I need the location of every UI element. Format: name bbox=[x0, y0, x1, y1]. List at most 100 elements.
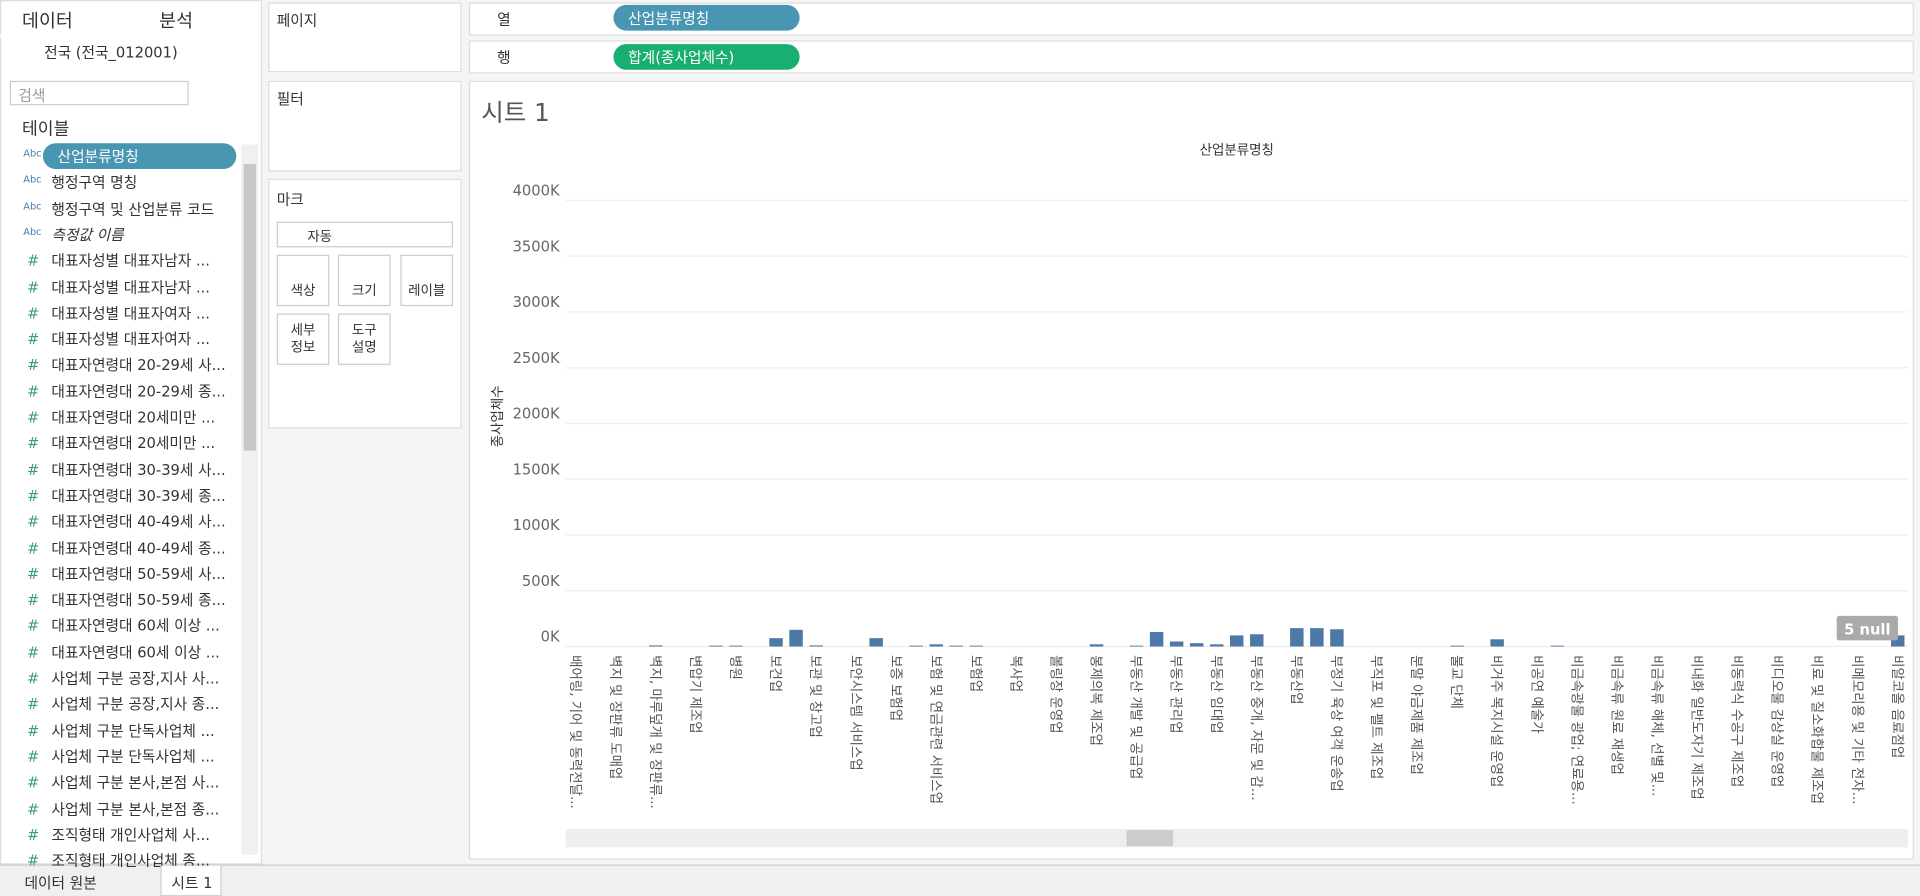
field[interactable]: 대표자성별 대표자남자 ... bbox=[51, 252, 210, 270]
x-tick-label: 비금속광물 광업; 연료용... bbox=[1568, 655, 1584, 805]
bar bbox=[1209, 644, 1224, 647]
sheet-title: 시트 1 bbox=[481, 97, 550, 128]
bar bbox=[709, 645, 723, 647]
x-tick-label: 부동산 관리업 bbox=[1168, 655, 1184, 734]
bar bbox=[1250, 634, 1264, 647]
column-header: 산업분류명칭 bbox=[1200, 142, 1274, 158]
x-tick-label: 비거주 복지시설 운영업 bbox=[1488, 655, 1504, 787]
bar bbox=[1490, 639, 1504, 647]
x-tick-label: 부동산 임대업 bbox=[1208, 655, 1224, 734]
field[interactable]: 대표자연령대 50-59세 종... bbox=[51, 591, 226, 609]
field[interactable]: 대표자연령대 30-39세 사... bbox=[51, 461, 226, 479]
field[interactable]: 조직형태 개인사업체 사... bbox=[51, 826, 210, 844]
field-icon: # bbox=[26, 826, 40, 844]
field-icon: # bbox=[26, 643, 40, 661]
field[interactable]: 사업체 구분 본사,본점 종... bbox=[51, 800, 220, 818]
x-tick-label: 보증 보험업 bbox=[887, 655, 903, 721]
sheet-tab[interactable]: 시트 1 bbox=[160, 865, 222, 896]
field[interactable]: 대표자연령대 20-29세 종... bbox=[51, 382, 226, 401]
x-tick-label: 비내화 일반도자기 제조업 bbox=[1689, 655, 1705, 800]
field[interactable]: 대표자연령대 60세 이상 ... bbox=[51, 643, 220, 661]
field-icon: # bbox=[26, 408, 40, 427]
field[interactable]: 대표자연령대 40-49세 종... bbox=[51, 539, 226, 557]
x-tick-label: 부동산업 bbox=[1288, 655, 1304, 705]
field[interactable]: 대표자연령대 60세 이상 ... bbox=[51, 617, 220, 635]
field[interactable]: 대표자연령대 20-29세 사... bbox=[51, 356, 226, 374]
bar bbox=[969, 645, 984, 647]
field-icon: # bbox=[26, 513, 40, 531]
field[interactable]: 행정구역 및 산업분류 코드 bbox=[51, 200, 215, 218]
field[interactable]: 대표자연령대 20세미만 ... bbox=[51, 435, 216, 453]
x-tick-label: 보험 및 연금관련 서비스업 bbox=[927, 655, 943, 804]
field[interactable]: 대표자성별 대표자남자 ... bbox=[51, 278, 210, 296]
field-icon: # bbox=[26, 774, 40, 792]
x-tick-label: 비금속류 원료 재생업 bbox=[1608, 655, 1624, 775]
tab[interactable]: 분석 bbox=[159, 9, 193, 32]
bar bbox=[1089, 644, 1104, 647]
bar bbox=[1149, 632, 1164, 647]
mark-type[interactable]: 자동 bbox=[276, 221, 454, 248]
x-tick-label: 불교 단체 bbox=[1448, 655, 1464, 709]
bar bbox=[1169, 641, 1184, 647]
field-icon: # bbox=[26, 487, 40, 505]
mark-button[interactable]: 색상 bbox=[276, 254, 330, 307]
field[interactable]: 대표자연령대 30-39세 종... bbox=[51, 487, 226, 505]
y-tick-label: 1500K bbox=[513, 461, 560, 478]
bar bbox=[909, 645, 923, 647]
field-icon: # bbox=[26, 669, 40, 687]
mark-button[interactable]: 크기 bbox=[337, 254, 391, 307]
bar bbox=[1129, 645, 1144, 647]
x-tick-label: 벽지, 마루덮개 및 장판류... bbox=[647, 655, 663, 809]
shelf-label: 필터 bbox=[276, 90, 304, 108]
tab-underline bbox=[0, 34, 145, 37]
field-icon: # bbox=[26, 330, 40, 348]
mark-button[interactable]: 레이블 bbox=[400, 254, 454, 307]
search-box[interactable]: 검색 bbox=[9, 80, 189, 106]
shelf-pill[interactable]: 합계(종사업체수) bbox=[613, 44, 800, 70]
x-tick-label: 보관 및 창고업 bbox=[807, 655, 823, 738]
field-icon: # bbox=[26, 800, 40, 818]
y-tick-label: 3000K bbox=[513, 294, 560, 311]
sheet-tab[interactable]: 데이터 원본 bbox=[24, 874, 97, 892]
filters-shelf bbox=[268, 80, 462, 172]
y-tick-label: 2500K bbox=[513, 350, 560, 367]
field[interactable]: 사업체 구분 공장,지사 사... bbox=[51, 669, 220, 687]
field-icon: # bbox=[26, 591, 40, 609]
field-icon: # bbox=[26, 435, 40, 453]
x-tick-label: 병원 bbox=[727, 655, 743, 680]
y-tick-label: 500K bbox=[522, 573, 560, 590]
mark-button[interactable]: 도구 설명 bbox=[337, 313, 391, 365]
bar bbox=[949, 645, 964, 647]
bar bbox=[1230, 635, 1244, 647]
y-tick-label: 4000K bbox=[513, 183, 560, 200]
scroll-thumb bbox=[243, 164, 256, 451]
x-tick-label: 배어링, 기어 및 동력전달... bbox=[567, 655, 583, 809]
field[interactable]: 측정값 이름 bbox=[51, 226, 124, 244]
mark-button[interactable]: 세부 정보 bbox=[276, 313, 330, 365]
field[interactable]: 대표자성별 대표자여자 ... bbox=[51, 330, 210, 348]
field[interactable]: 대표자연령대 50-59세 사... bbox=[51, 565, 226, 583]
shelf-pill[interactable]: 산업분류명칭 bbox=[613, 4, 800, 31]
field-icon: Abc bbox=[23, 174, 42, 186]
field-icon: # bbox=[26, 721, 40, 740]
field[interactable]: 사업체 구분 단독사업체 ... bbox=[51, 748, 215, 766]
field[interactable]: 조직형태 개인사업체 종... bbox=[51, 852, 210, 870]
field-icon: # bbox=[26, 539, 40, 557]
bar bbox=[1891, 635, 1905, 647]
bar bbox=[649, 645, 663, 647]
field[interactable]: 사업체 구분 본사,본점 사... bbox=[51, 774, 220, 792]
field-pill[interactable]: 산업분류명칭 bbox=[42, 143, 237, 169]
field[interactable]: 사업체 구분 단독사업체 ... bbox=[51, 721, 215, 740]
field[interactable]: 대표자연령대 40-49세 사... bbox=[51, 513, 226, 531]
x-tick-label: 보안시스템 서비스업 bbox=[847, 655, 863, 771]
field[interactable]: 행정구역 명칭 bbox=[51, 174, 138, 192]
field-icon: Abc bbox=[23, 200, 42, 212]
field[interactable]: 사업체 구분 공장,지사 종... bbox=[51, 695, 220, 714]
x-tick-label: 분말 야금제품 제조업 bbox=[1408, 655, 1424, 775]
field[interactable]: 대표자연령대 20세미만 ... bbox=[51, 408, 216, 427]
field[interactable]: 대표자성별 대표자여자 ... bbox=[51, 304, 210, 322]
tab[interactable]: 데이터 bbox=[22, 9, 73, 32]
x-tick-label: 비동력식 수공구 제조업 bbox=[1729, 655, 1745, 787]
bar bbox=[769, 638, 783, 647]
